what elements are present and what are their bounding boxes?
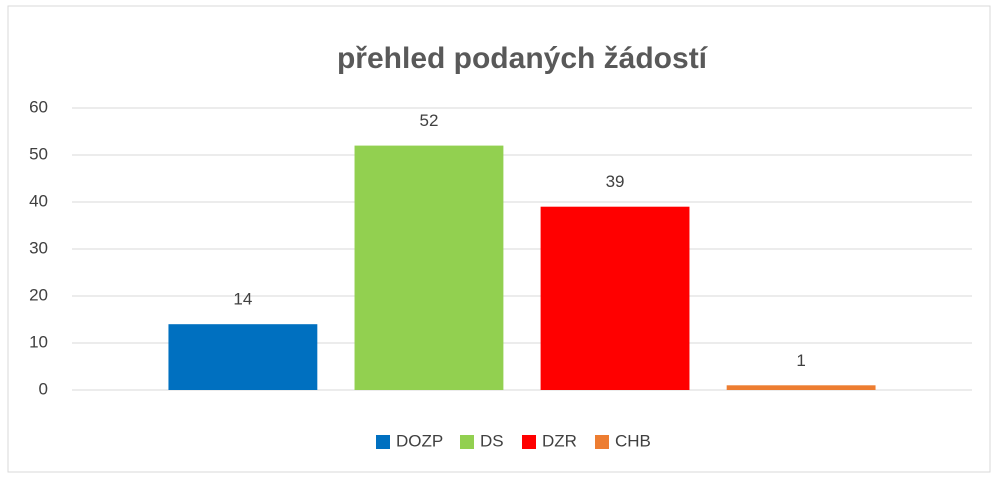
bar bbox=[726, 385, 876, 390]
y-tick-label: 30 bbox=[29, 238, 48, 257]
legend-label: DZR bbox=[542, 431, 577, 450]
y-tick-label: 60 bbox=[29, 97, 48, 116]
y-tick-label: 40 bbox=[29, 191, 48, 210]
legend-swatch bbox=[595, 435, 609, 449]
y-tick-label: 0 bbox=[39, 379, 48, 398]
legend-label: DOZP bbox=[396, 431, 443, 450]
legend-swatch bbox=[376, 435, 390, 449]
legend-swatch bbox=[460, 435, 474, 449]
bar bbox=[168, 324, 318, 390]
y-tick-label: 50 bbox=[29, 144, 48, 163]
y-tick-label: 10 bbox=[29, 332, 48, 351]
data-label: 1 bbox=[796, 351, 805, 370]
data-label: 14 bbox=[233, 290, 252, 309]
bar bbox=[354, 145, 504, 390]
data-label: 39 bbox=[606, 172, 625, 191]
legend-label: CHB bbox=[615, 431, 651, 450]
bar bbox=[540, 206, 690, 390]
legend-swatch bbox=[522, 435, 536, 449]
data-label: 52 bbox=[420, 111, 439, 130]
chart-title: přehled podaných žádostí bbox=[337, 42, 709, 75]
legend-label: DS bbox=[480, 431, 504, 450]
y-tick-label: 20 bbox=[29, 285, 48, 304]
